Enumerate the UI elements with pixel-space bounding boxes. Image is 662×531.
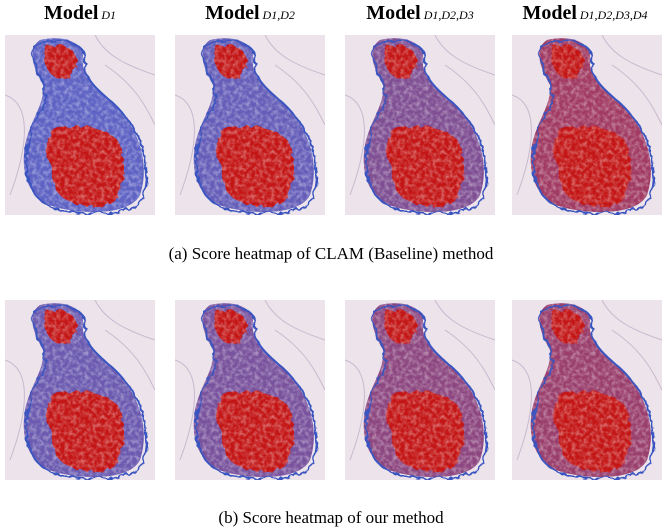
heatmap: [5, 35, 155, 215]
header-subscript: D1,D2: [263, 8, 295, 22]
header-subscript: D1,D2,D3: [424, 8, 474, 22]
heatmap: [345, 35, 495, 215]
heatmap: [345, 300, 495, 480]
heatmap: [512, 35, 662, 215]
heatmap: [512, 300, 662, 480]
heatmap: [175, 300, 325, 480]
header-label: Model: [522, 2, 576, 24]
header-label: Model: [366, 2, 420, 24]
caption: (b) Score heatmap of our method: [0, 508, 662, 528]
column-header: Model D1,D2,D3,D4: [505, 2, 662, 25]
header-label: Model: [44, 2, 98, 24]
figure: ModelD1 ModelD1,D2 ModelD1,D2,D3 ModelD1…: [0, 0, 662, 531]
header-subscript: D1,D2,D3,D4: [580, 8, 648, 22]
heatmap: [175, 35, 325, 215]
header-subscript: D1: [101, 8, 116, 22]
caption: (a) Score heatmap of CLAM (Baseline) met…: [0, 244, 662, 264]
heatmap: [5, 300, 155, 480]
header-label: Model: [205, 2, 259, 24]
column-header: Model D1,D2,D3: [340, 2, 500, 25]
column-header: Model D1,D2: [170, 2, 330, 25]
